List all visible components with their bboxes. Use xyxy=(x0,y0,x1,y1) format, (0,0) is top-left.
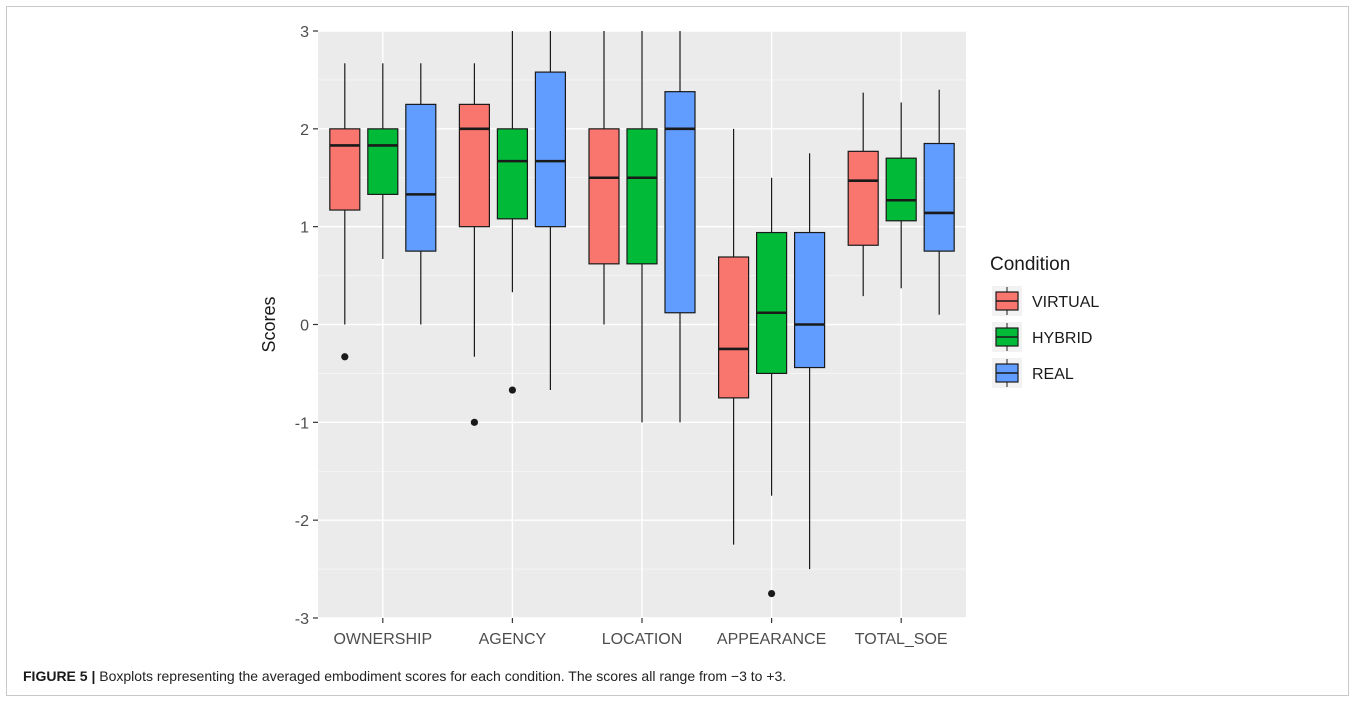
y-tick-label: -1 xyxy=(295,415,309,432)
legend-label-real: REAL xyxy=(1032,366,1074,383)
iqr-box xyxy=(717,256,750,399)
iqr-box xyxy=(496,128,528,220)
y-tick-label: 0 xyxy=(300,318,309,335)
x-tick-label: OWNERSHIP xyxy=(333,631,432,648)
iqr-box xyxy=(458,103,490,228)
legend-label-virtual: VIRTUAL xyxy=(1032,294,1099,311)
box-virtual-agency xyxy=(458,63,490,426)
box-real-location xyxy=(664,31,696,423)
box-hybrid-appearance xyxy=(755,177,788,598)
outlier-point xyxy=(470,418,478,426)
caption-text: Boxplots representing the averaged embod… xyxy=(95,668,787,684)
iqr-box xyxy=(405,103,437,252)
box-hybrid-ownership xyxy=(367,63,399,259)
box-hybrid-agency xyxy=(496,31,528,394)
figure-caption: FIGURE 5 | Boxplots representing the ave… xyxy=(23,668,786,684)
iqr-box xyxy=(367,128,399,195)
x-tick-label: AGENCY xyxy=(479,631,547,648)
box-hybrid-total_soe xyxy=(885,102,917,289)
y-axis-label: Scores xyxy=(259,296,279,352)
box-virtual-location xyxy=(588,31,620,325)
box-real-ownership xyxy=(405,63,437,325)
box-real-appearance xyxy=(793,153,826,570)
y-tick-label: 2 xyxy=(300,122,309,139)
box-hybrid-location xyxy=(626,31,658,423)
y-tick-label: 1 xyxy=(300,220,309,237)
x-tick-label: TOTAL_SOE xyxy=(855,631,948,648)
iqr-box xyxy=(534,71,567,228)
box-virtual-ownership xyxy=(329,63,361,361)
outlier-point xyxy=(341,353,349,361)
box-virtual-total_soe xyxy=(847,92,879,297)
legend-title: Condition xyxy=(990,254,1070,275)
iqr-box xyxy=(885,157,917,222)
outlier-point xyxy=(508,386,516,394)
box-real-total_soe xyxy=(923,89,955,315)
iqr-box xyxy=(626,128,658,265)
x-tick-label: LOCATION xyxy=(602,631,683,648)
outlier-point xyxy=(768,589,776,598)
boxplot-chart: -3 -2 -1 0 1 2 3 OWNERSHIP AGENCY LOCATION APPEARA… xyxy=(259,24,1099,648)
iqr-box xyxy=(664,91,696,314)
iqr-box xyxy=(847,150,879,246)
box-real-agency xyxy=(534,31,567,391)
iqr-box xyxy=(793,231,826,369)
figure-frame: -3 -2 -1 0 1 2 3 OWNERSHIP AGENCY LOCATION APPEARA… xyxy=(6,6,1349,696)
iqr-box xyxy=(329,128,361,211)
caption-label: FIGURE 5 | xyxy=(23,668,96,684)
iqr-box xyxy=(588,128,620,265)
legend: Condition VIRTUAL HYBRID REAL xyxy=(990,254,1099,388)
y-tick-label: -2 xyxy=(295,513,309,530)
iqr-box xyxy=(755,231,788,375)
y-tick-label: -3 xyxy=(295,611,309,628)
y-tick-label: 3 xyxy=(300,24,309,41)
box-virtual-appearance xyxy=(717,128,750,545)
x-tick-label: APPEARANCE xyxy=(717,631,826,648)
legend-label-hybrid: HYBRID xyxy=(1032,330,1092,347)
iqr-box xyxy=(923,142,955,252)
